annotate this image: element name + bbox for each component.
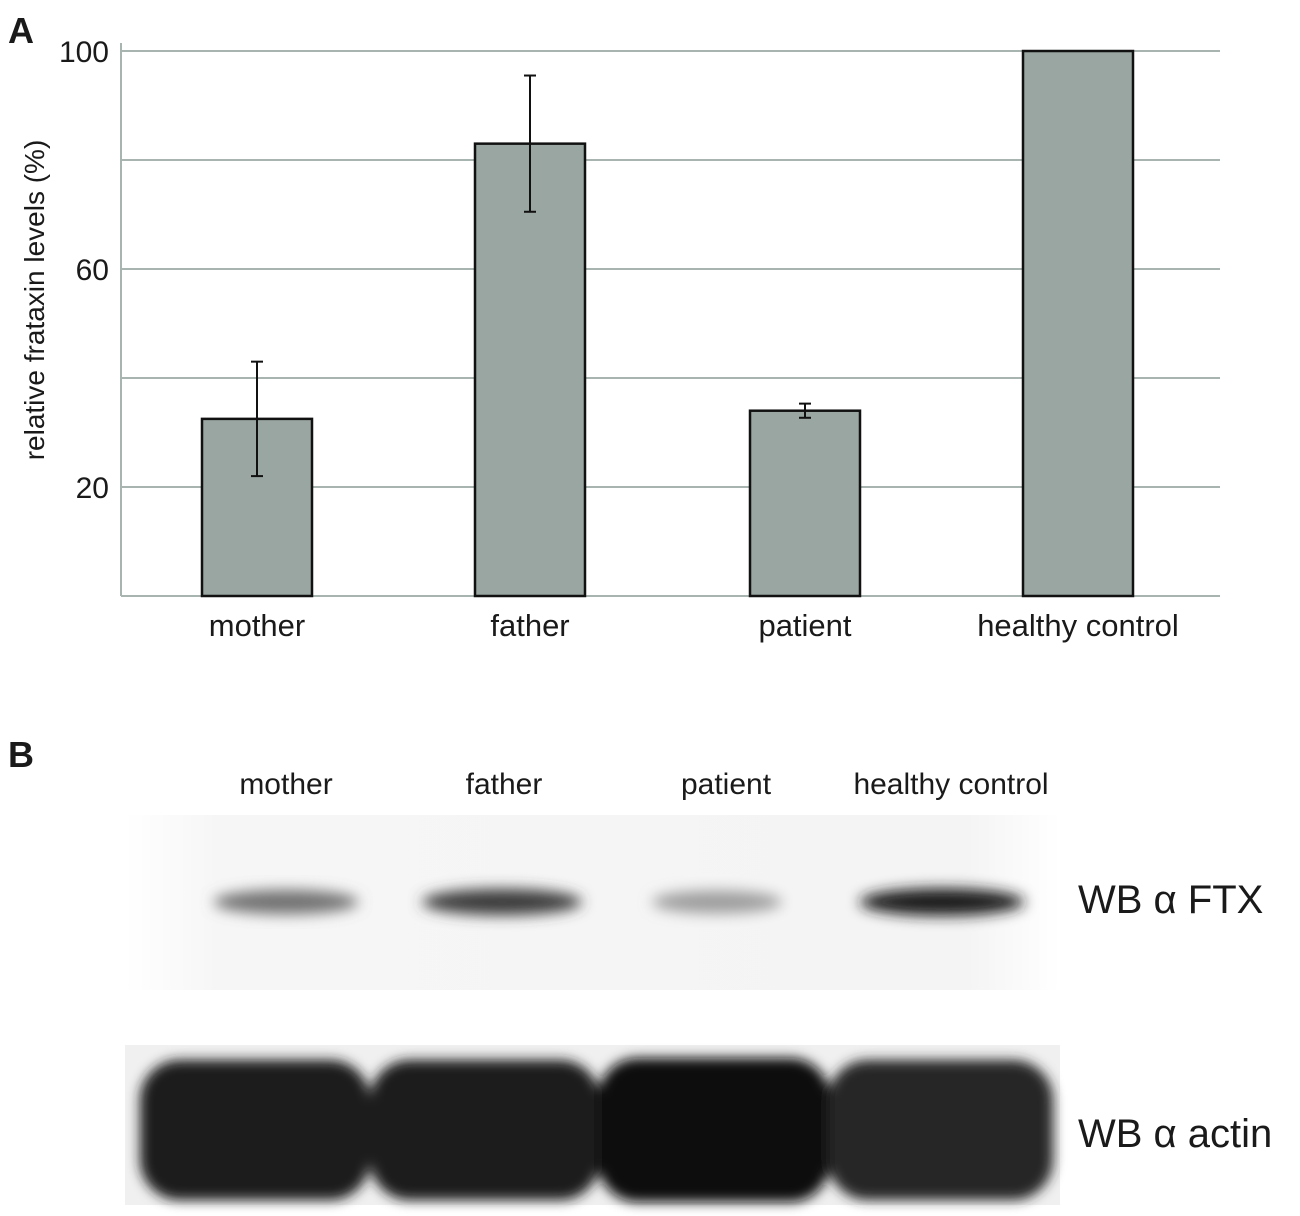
actin-band-patient [598, 1058, 830, 1202]
category-label: patient [758, 608, 851, 643]
ftx-band-mother [213, 889, 359, 915]
category-label: mother [209, 608, 305, 643]
ftx-band-patient [652, 890, 782, 914]
error-bar-mother [251, 360, 263, 478]
ftx-band-healthy-control [859, 888, 1025, 916]
lane-label-healthy-control: healthy control [853, 768, 1049, 801]
actin-band-healthy-control [828, 1060, 1053, 1200]
y-axis-title: relative frataxin levels (%) [19, 140, 50, 461]
ftx-blot-label: WB α FTX [1078, 878, 1264, 922]
actin-band-father [370, 1060, 600, 1200]
actin-bands [140, 1058, 1053, 1202]
bar-father [473, 142, 587, 598]
ftx-band-father [422, 888, 582, 916]
y-tick-label: 100 [59, 36, 109, 69]
error-bar-father [524, 74, 536, 213]
ftx-bands [213, 888, 1025, 916]
y-tick-label: 20 [76, 472, 109, 505]
error-bars [251, 74, 811, 478]
y-tick-labels: 20 60 100 [59, 36, 109, 505]
actin-membrane [125, 1045, 1060, 1205]
lane-label-patient: patient [680, 768, 772, 801]
panel-a-label: A [8, 10, 34, 51]
category-label: healthy control [977, 608, 1179, 643]
bar-chart: 20 60 100 mother father patient healthy contr… [19, 36, 1220, 643]
category-labels: mother father patient healthy control [209, 608, 1179, 643]
bar-patient [748, 409, 862, 598]
ftx-membrane [125, 815, 1060, 990]
error-bar-patient [799, 402, 811, 419]
category-label: father [490, 608, 569, 643]
panel-b-label: B [8, 734, 34, 775]
y-tick-label: 60 [76, 254, 109, 287]
actin-band-mother [140, 1060, 370, 1200]
lane-label-father: father [465, 768, 543, 801]
lane-label-mother: mother [239, 768, 333, 801]
bars [200, 49, 1135, 598]
actin-blot-label: WB α actin [1078, 1112, 1273, 1156]
bar-healthy-control [1021, 49, 1135, 598]
